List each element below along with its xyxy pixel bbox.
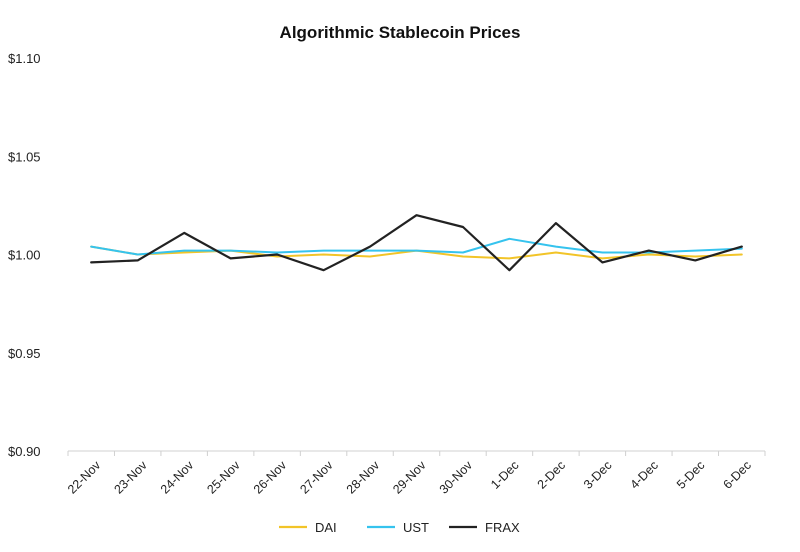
axes xyxy=(67,450,766,456)
legend-label-dai: DAI xyxy=(315,520,337,535)
y-tick-label: $1.05 xyxy=(8,149,41,164)
y-tick-label: $0.95 xyxy=(8,346,41,361)
x-tick-label: 25-Nov xyxy=(204,458,243,497)
chart-title: Algorithmic Stablecoin Prices xyxy=(280,23,521,42)
x-tick-label: 5-Dec xyxy=(674,458,707,491)
x-tick-label: 26-Nov xyxy=(251,458,290,497)
x-tick-label: 23-Nov xyxy=(111,458,150,497)
series-lines xyxy=(90,214,743,272)
x-tick-label: 1-Dec xyxy=(488,458,521,491)
x-axis-labels: 22-Nov 23-Nov 24-Nov 25-Nov 26-Nov 27-Nov 28-N… xyxy=(65,458,754,497)
y-tick-label: $0.90 xyxy=(8,444,41,459)
y-tick-label: $1.10 xyxy=(8,51,41,66)
x-tick-label: 2-Dec xyxy=(535,458,568,491)
series-line-frax xyxy=(90,214,743,272)
x-tick-label: 30-Nov xyxy=(437,458,476,497)
x-tick-label: 28-Nov xyxy=(344,458,383,497)
x-tick-label: 24-Nov xyxy=(158,458,197,497)
y-axis-labels: $1.10 $1.05 $1.00 $0.95 $0.90 xyxy=(8,51,41,459)
x-tick-label: 4-Dec xyxy=(627,458,660,491)
legend-label-frax: FRAX xyxy=(485,520,520,535)
legend: DAI UST FRAX xyxy=(279,520,520,535)
series-line-ust xyxy=(90,237,743,256)
legend-label-ust: UST xyxy=(403,520,429,535)
x-tick-label: 6-Dec xyxy=(720,458,753,491)
x-tick-label: 29-Nov xyxy=(390,458,429,497)
x-tick-label: 22-Nov xyxy=(65,458,104,497)
x-tick-label: 3-Dec xyxy=(581,458,614,491)
y-tick-label: $1.00 xyxy=(8,248,41,263)
x-tick-label: 27-Nov xyxy=(297,458,336,497)
